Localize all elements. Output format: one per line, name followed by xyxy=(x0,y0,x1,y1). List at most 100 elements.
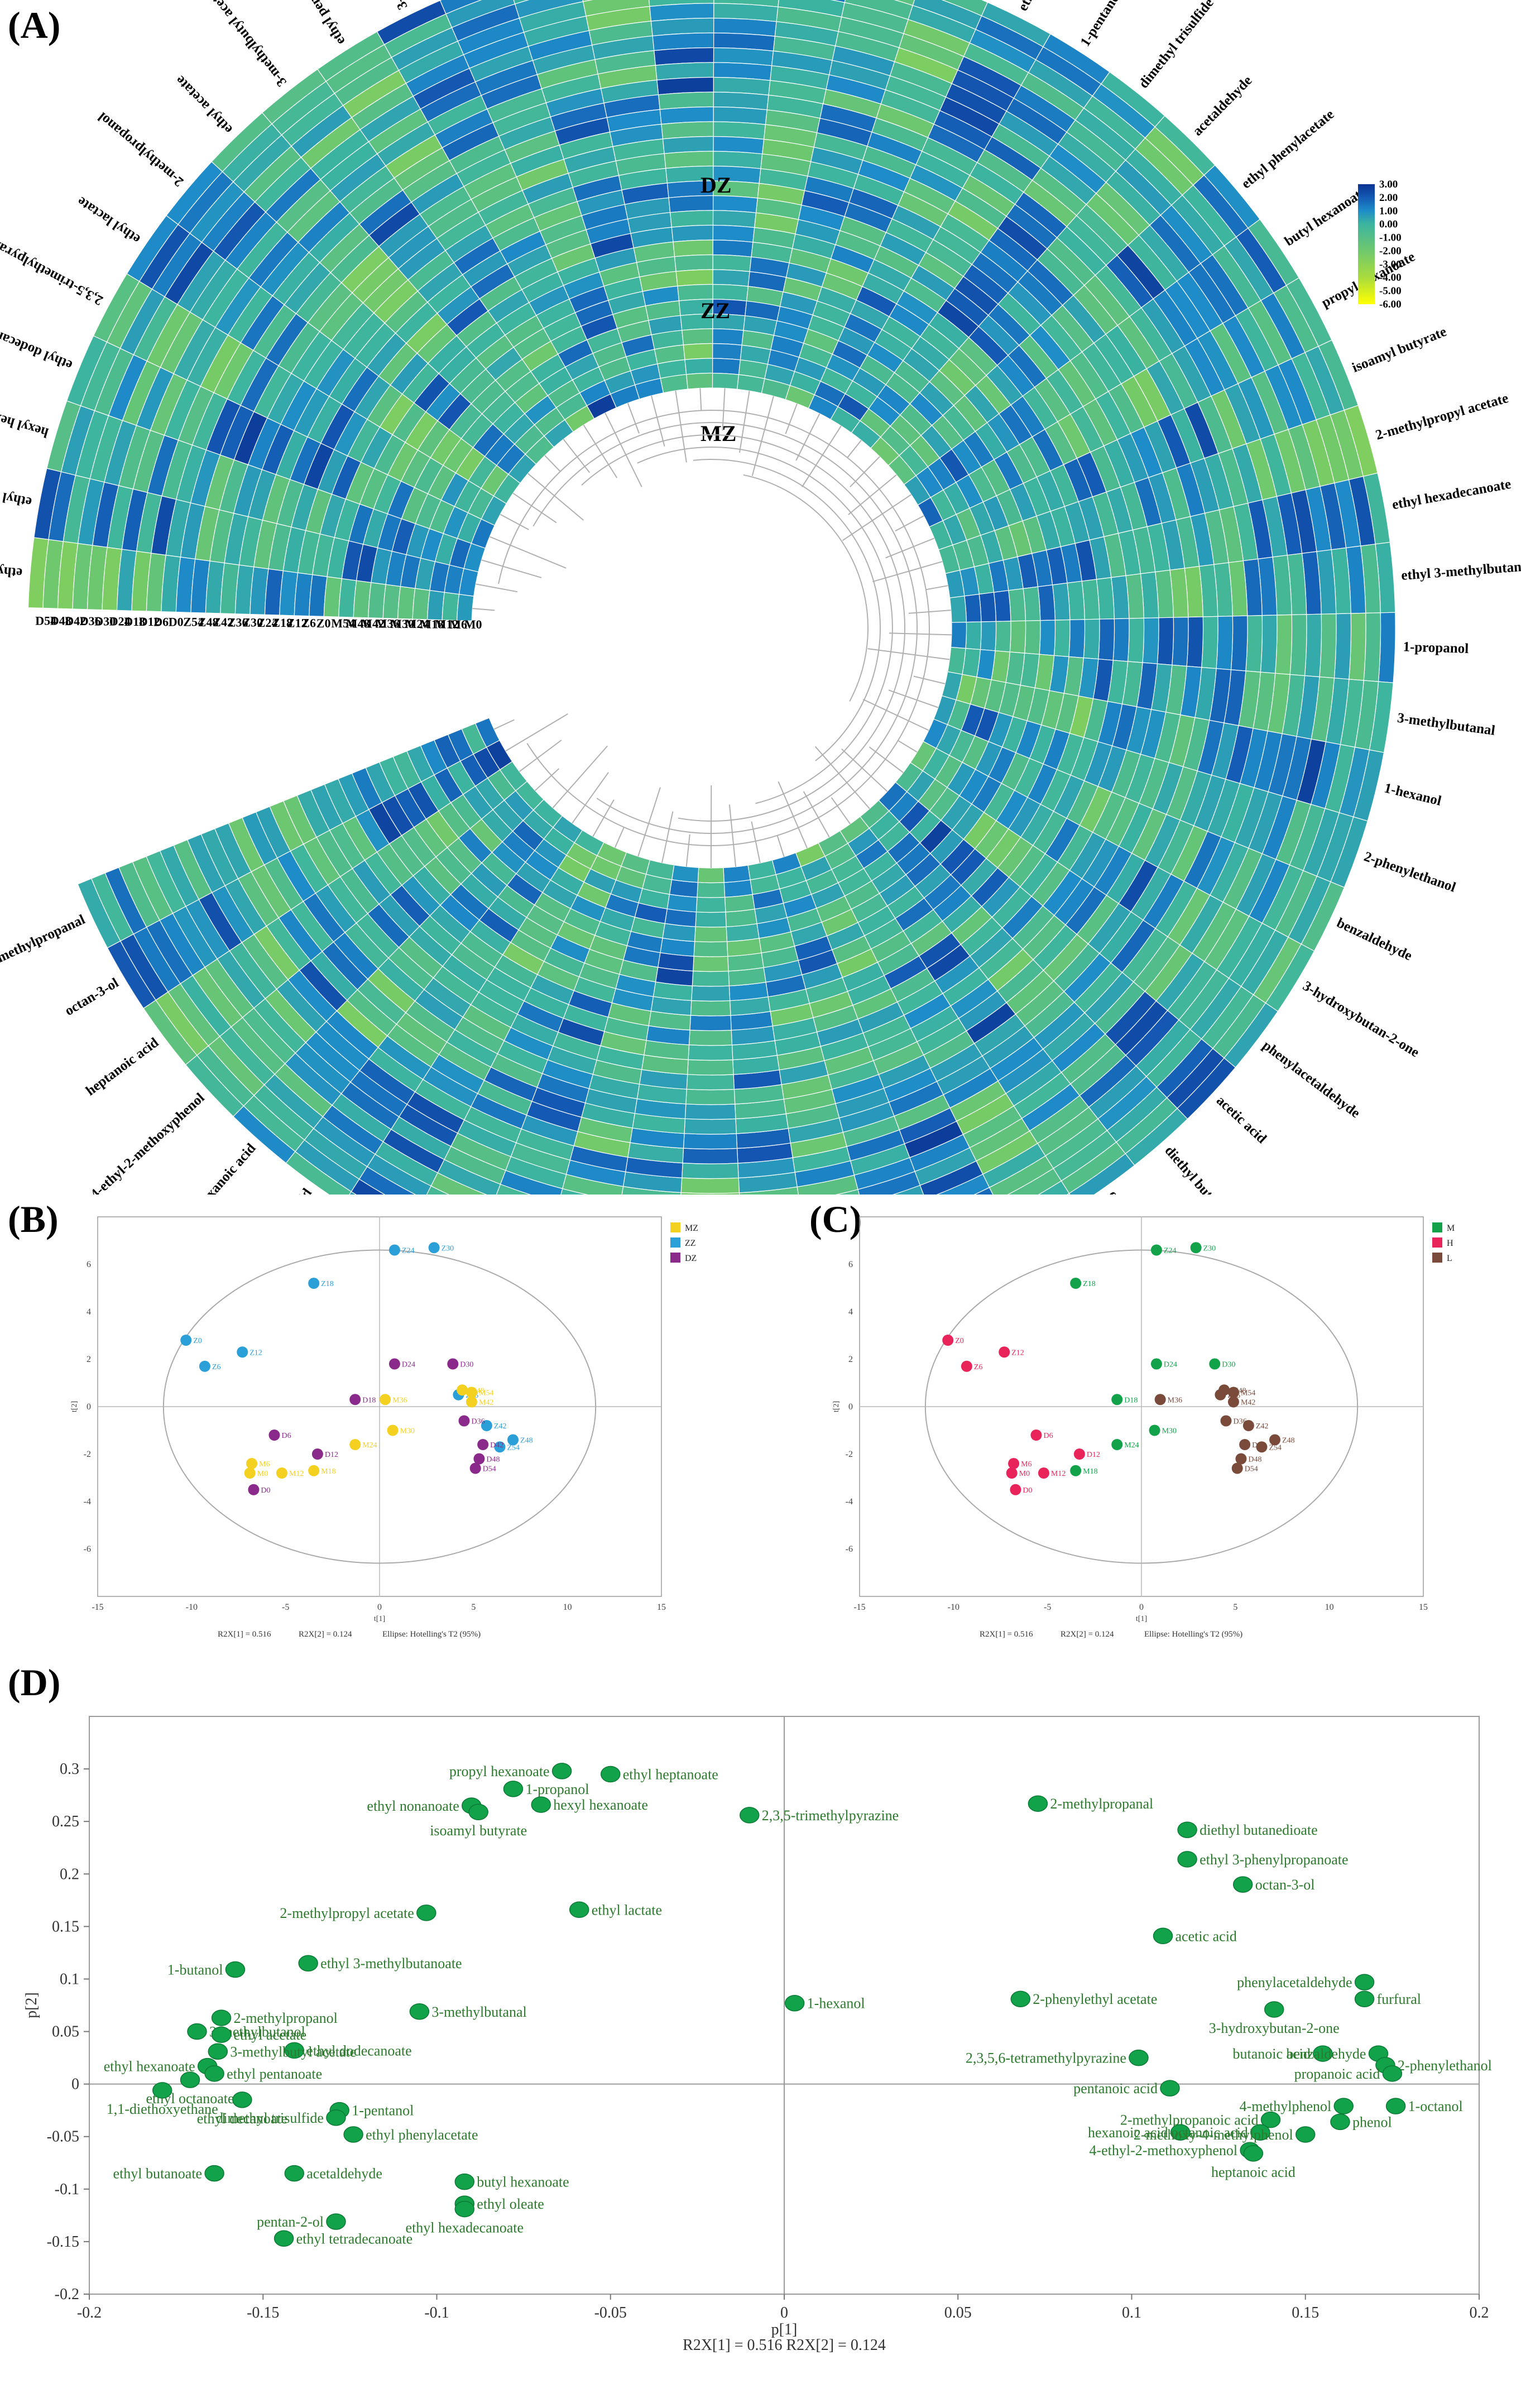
score-label-m24: M24 xyxy=(1124,1441,1139,1450)
loading-label-ethyl-acetate: ethyl acetate xyxy=(234,2027,307,2043)
score-point-m12 xyxy=(1038,1467,1049,1479)
sample-label-d30: D30 xyxy=(94,614,116,628)
heatmap-cell-1-propanol-m36 xyxy=(1039,620,1056,656)
loading-point-hexanoic-acid xyxy=(1170,2124,1191,2141)
sample-label-d24: D24 xyxy=(109,615,131,629)
score-point-d30 xyxy=(447,1358,459,1370)
x-tick-label: 0 xyxy=(780,2304,788,2321)
score-label-d18: D18 xyxy=(1124,1396,1138,1404)
heatmap-cell-2-methoxy-4-methylphenol-z6 xyxy=(688,1029,733,1046)
pca-score-plot-c: -15 -10 -5 0 5 10 15 6 4 2 0 -2 -4 -6 t[1] t[2] R2X[1] =… xyxy=(832,1216,1455,1639)
heatmap-cell-2-phenylethyl-acetate-m0 xyxy=(723,865,751,883)
x-axis-label: p[1] xyxy=(771,2321,798,2338)
score-point-d18 xyxy=(1111,1394,1123,1406)
heatmap-cell-1-propanol-z6 xyxy=(1112,618,1130,662)
score-label-z18: Z18 xyxy=(1083,1280,1096,1288)
score-point-d0 xyxy=(248,1484,260,1495)
score-point-m0 xyxy=(1006,1467,1018,1479)
y-tick-label: 0.25 xyxy=(52,1813,79,1830)
footer-r2x2: R2X[2] = 0.124 xyxy=(299,1630,352,1639)
y-tick-label: 0 xyxy=(71,2076,79,2093)
loading-label-hexyl-hexanoate: hexyl hexanoate xyxy=(553,1797,648,1813)
y-tick-label: -4 xyxy=(846,1497,853,1507)
x-tick-label: 0 xyxy=(1139,1603,1144,1612)
loading-label-ethyl-3-phenylpropanoate: ethyl 3-phenylpropanoate xyxy=(1199,1851,1348,1868)
loading-point-2-methylpropyl-acetate xyxy=(416,1905,436,1921)
loading-label-ethyl-nonanoate: ethyl nonanoate xyxy=(367,1798,459,1814)
x-tick-label: 10 xyxy=(563,1603,572,1612)
heatmap-cell-1-propanol-m54 xyxy=(1083,618,1100,660)
score-label-z12: Z12 xyxy=(1011,1349,1024,1357)
sample-label-z30: Z30 xyxy=(242,616,263,630)
loading-label-2-3-5-6-tetramethylpyrazine: 2,3,5,6-tetramethylpyrazine xyxy=(966,2050,1126,2066)
score-label-z12: Z12 xyxy=(249,1349,262,1357)
score-label-m18: M18 xyxy=(321,1467,335,1476)
loading-point-octanoic-acid xyxy=(1250,2124,1270,2141)
score-point-m18 xyxy=(1070,1465,1082,1476)
loading-point-isoamyl-butyrate xyxy=(468,1803,488,1820)
score-label-z42: Z42 xyxy=(1256,1422,1269,1431)
legend-swatch-m xyxy=(1432,1222,1442,1232)
heatmap-cell-1-propanol-z42 xyxy=(1201,616,1218,669)
loading-point-acetaldehyde xyxy=(284,2165,305,2182)
score-label-z48: Z48 xyxy=(1282,1437,1295,1445)
compound-label-dimethyl-trisulfide: dimethyl trisulfide xyxy=(1136,0,1217,91)
compound-label-diethyl-butanedioate: diethyl butanedioate xyxy=(1162,1143,1253,1195)
score-label-m36: M36 xyxy=(392,1396,407,1404)
score-label-m54: M54 xyxy=(1241,1389,1255,1398)
sample-label-d0: D0 xyxy=(169,615,184,629)
loading-point-pentanoic-acid xyxy=(1160,2080,1180,2097)
score-point-m30 xyxy=(1149,1424,1160,1436)
heatmap-cell-1-propanol-z0 xyxy=(1098,618,1115,661)
score-point-z12 xyxy=(237,1346,248,1358)
loading-point-dimethyl-trisulfide xyxy=(326,2109,346,2126)
score-label-z30: Z30 xyxy=(1203,1244,1216,1253)
score-label-d30: D30 xyxy=(460,1361,473,1369)
loading-point-1-butanol xyxy=(225,1961,246,1978)
loading-point-2-methylpropanal xyxy=(1028,1795,1048,1812)
legend-swatch-dz xyxy=(670,1253,680,1263)
compound-label-ethyl-lactate: ethyl lactate xyxy=(75,194,143,247)
loading-point-2-3-5-6-tetramethylpyrazine xyxy=(1129,2049,1149,2066)
loading-label-octanoic-acid: octanoic acid xyxy=(1171,2124,1248,2141)
heatmap-cell-ethyl-octanoate-z12 xyxy=(668,195,714,213)
heatmap-cell-1-propanol-d6 xyxy=(1260,615,1278,674)
heatmap-cell-1-propanol-d30 xyxy=(1319,613,1337,679)
legend-label-mz: MZ xyxy=(685,1224,698,1233)
score-label-m0: M0 xyxy=(257,1470,268,1478)
loading-point-butanoic-acid xyxy=(1313,2045,1333,2062)
sample-label-m12: M12 xyxy=(435,617,459,631)
sample-label-d6: D6 xyxy=(153,615,169,629)
score-point-d18 xyxy=(349,1394,361,1406)
loading-label-ethyl-hexanoate: ethyl hexanoate xyxy=(104,2059,195,2075)
loading-label-hexanoic-acid: hexanoic acid xyxy=(1088,2124,1168,2141)
y-tick-label: 0 xyxy=(87,1402,91,1412)
score-point-d24 xyxy=(388,1358,400,1370)
score-label-z24: Z24 xyxy=(1164,1247,1177,1255)
score-label-d24: D24 xyxy=(1164,1361,1177,1369)
score-label-m6: M6 xyxy=(1021,1460,1031,1469)
score-label-m42: M42 xyxy=(479,1399,493,1407)
loading-point-ethyl-hexadecanoate xyxy=(454,2200,475,2218)
loading-label-2-3-5-trimethylpyrazine: 2,3,5-trimethylpyrazine xyxy=(762,1807,899,1824)
score-label-d0: D0 xyxy=(261,1486,270,1495)
heatmap-cell-1-propanol-z36 xyxy=(1186,616,1204,668)
sample-label-z12: Z12 xyxy=(287,616,308,630)
compound-label-2-3-5-trimethylpyrazine: 2,3,5-trimethylpyrazine xyxy=(0,228,105,308)
compound-label-ethyl-heptanoate: ethyl heptanoate xyxy=(0,477,33,510)
score-label-m42: M42 xyxy=(1241,1399,1255,1407)
score-point-m30 xyxy=(387,1424,399,1436)
heatmap-cell-2-methoxy-4-methylphenol-z24 xyxy=(686,1074,735,1091)
y-tick-label: 0 xyxy=(848,1402,853,1412)
loading-point-ethyl-heptanoate xyxy=(601,1766,621,1783)
compound-label-hexanoic-acid: hexanoic acid xyxy=(194,1141,258,1195)
y-tick-label: -0.15 xyxy=(47,2233,79,2251)
y-tick-label: -6 xyxy=(84,1544,91,1554)
loading-point-ethyl-pentanoate xyxy=(204,2065,224,2082)
y-tick-label: -6 xyxy=(846,1544,853,1554)
sample-label-d36: D36 xyxy=(80,614,101,628)
heatmap-cell-ethyl-nonanoate-m18 xyxy=(412,588,430,620)
score-label-z0: Z0 xyxy=(955,1337,964,1345)
score-point-z18 xyxy=(1070,1278,1082,1289)
sample-label-d12: D12 xyxy=(139,615,160,629)
